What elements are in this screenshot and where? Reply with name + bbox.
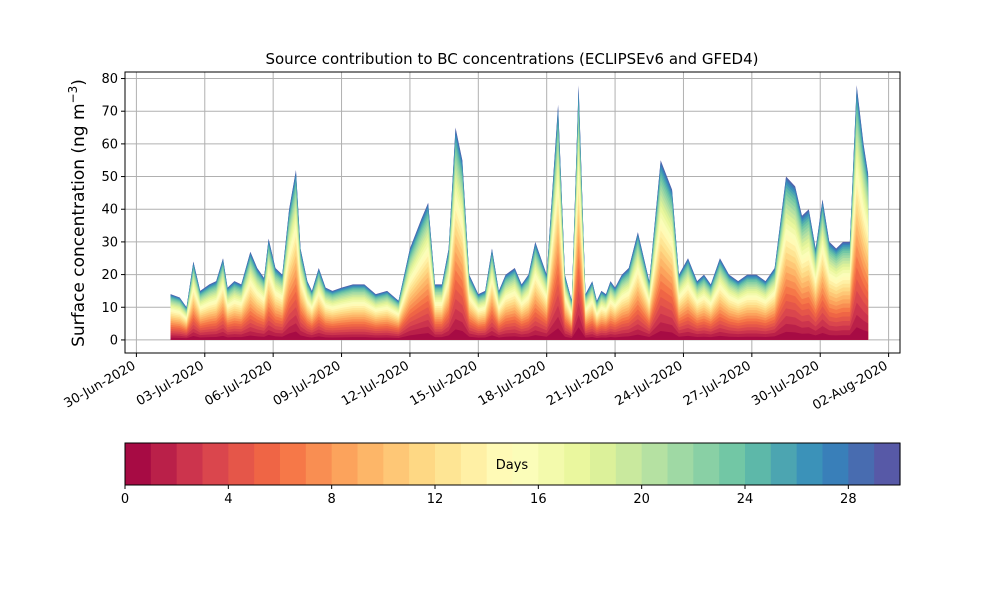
age-band-area [170, 256, 869, 340]
colorbar-cell [125, 443, 152, 485]
colorbar-cell [693, 443, 720, 485]
colorbar-cell [383, 443, 410, 485]
age-band-area [170, 184, 869, 340]
stacked-areas [170, 85, 869, 340]
y-tick-label: 30 [101, 235, 118, 250]
colorbar-cell [409, 443, 436, 485]
x-tick-label: 21-Jul-2020 [544, 358, 617, 409]
colorbar-tick-label: 28 [840, 492, 857, 507]
x-tick-label: 30-Jun-2020 [62, 358, 139, 411]
colorbar-ticks: 0 4 8 12 16 20 24 28 [121, 485, 857, 507]
age-band-area [170, 213, 869, 340]
colorbar-cell [564, 443, 591, 485]
colorbar-tick-label: 16 [530, 492, 547, 507]
x-tick-label: 06-Jul-2020 [202, 358, 275, 409]
x-tick-label: 24-Jul-2020 [613, 358, 686, 409]
colorbar-cell [822, 443, 849, 485]
colorbar-cell [331, 443, 359, 485]
colorbar-cell [460, 443, 488, 485]
age-band-area [170, 314, 869, 340]
colorbar-cell [538, 443, 565, 485]
x-tick-label: 02-Aug-2020 [810, 358, 890, 413]
colorbar: Days 0 4 8 12 16 20 24 28 [121, 442, 901, 507]
y-tick-label: 60 [101, 137, 118, 152]
colorbar-cell [719, 443, 746, 485]
colorbar-label: Days [496, 458, 529, 473]
x-axis: 30-Jun-202003-Jul-202006-Jul-202009-Jul-… [62, 353, 891, 414]
y-axis-label-superscript: −3 [66, 86, 80, 104]
age-band-area [170, 278, 869, 340]
x-tick-label: 27-Jul-2020 [681, 358, 754, 409]
age-band-area [170, 327, 869, 340]
colorbar-cell [745, 443, 772, 485]
age-band-area [170, 223, 869, 340]
colorbar-cell [357, 443, 384, 485]
colorbar-cell [615, 443, 643, 485]
age-band-area [170, 193, 869, 340]
y-tick-label: 10 [101, 301, 118, 316]
colorbar-cell [280, 443, 307, 485]
main-plot: 0 10 20 30 40 50 60 70 80 30-Jun-202003-Jul-2020… [62, 50, 901, 414]
colorbar-cell [512, 443, 539, 485]
x-tick-label: 15-Jul-2020 [407, 358, 480, 409]
colorbar-cell [176, 443, 204, 485]
y-tick-label: 70 [101, 105, 118, 120]
x-tick-label: 18-Jul-2020 [476, 358, 549, 409]
colorbar-frame [124, 442, 901, 486]
x-tick-label: 09-Jul-2020 [271, 358, 344, 409]
colorbar-cells [125, 443, 901, 485]
y-axis: 0 10 20 30 40 50 60 70 80 [101, 72, 125, 348]
colorbar-cell [150, 443, 178, 485]
y-tick-label: 20 [101, 268, 118, 283]
colorbar-cell [796, 443, 824, 485]
colorbar-cell [641, 443, 669, 485]
y-axis-label-close: ) [69, 79, 89, 86]
colorbar-tick-label: 12 [427, 492, 444, 507]
colorbar-cell [848, 443, 875, 485]
age-band-area [170, 203, 869, 340]
y-axis-label-main: Surface concentration (ng m [69, 103, 89, 346]
age-band-area [170, 290, 869, 340]
age-band-area [170, 234, 869, 340]
y-tick-label: 80 [101, 72, 118, 87]
y-tick-label: 40 [101, 203, 118, 218]
colorbar-cell [228, 443, 255, 485]
colorbar-tick-label: 4 [224, 492, 232, 507]
y-tick-label: 50 [101, 170, 118, 185]
colorbar-tick-label: 20 [633, 492, 650, 507]
y-axis-label: Surface concentration (ng m−3) [66, 79, 89, 347]
colorbar-cell [486, 443, 514, 485]
y-tick-label: 0 [110, 333, 118, 348]
colorbar-cell [202, 443, 229, 485]
age-band-area [170, 302, 869, 340]
x-tick-label: 12-Jul-2020 [339, 358, 412, 409]
age-band-area [170, 175, 869, 340]
colorbar-tick-label: 8 [328, 492, 336, 507]
age-band-area [170, 245, 869, 340]
x-tick-label: 03-Jul-2020 [134, 358, 207, 409]
colorbar-cell [305, 443, 333, 485]
colorbar-cell [590, 443, 617, 485]
colorbar-cell [770, 443, 798, 485]
plot-frame [124, 71, 901, 354]
colorbar-cell [254, 443, 281, 485]
chart-title: Source contribution to BC concentrations… [265, 50, 758, 68]
colorbar-tick-label: 0 [121, 492, 129, 507]
colorbar-cell [874, 443, 901, 485]
colorbar-cell [435, 443, 462, 485]
colorbar-tick-label: 24 [737, 492, 754, 507]
age-band-area [170, 267, 869, 340]
colorbar-cell [667, 443, 694, 485]
